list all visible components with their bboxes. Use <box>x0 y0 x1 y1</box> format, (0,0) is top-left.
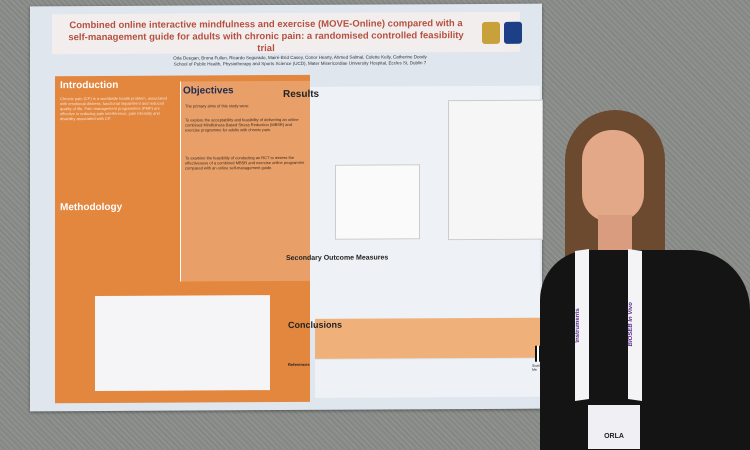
consort-flow-diagram <box>448 99 543 241</box>
research-poster: Combined online interactive mindfulness … <box>30 3 560 412</box>
introduction-text: Chronic pain (CP) is a worldwide health … <box>60 95 167 122</box>
poster-title: Combined online interactive mindfulness … <box>68 18 464 55</box>
face <box>582 130 644 222</box>
poster-title-bar: Combined online interactive mindfulness … <box>52 11 520 55</box>
results-heading: Results <box>283 88 320 101</box>
results-table-figure <box>335 164 420 240</box>
references-box <box>315 358 560 398</box>
secondary-outcomes-heading: Secondary Outcome Measures <box>286 254 389 262</box>
outcome-table <box>95 295 270 392</box>
objectives-box <box>180 80 310 282</box>
lanyard-left: Instruments <box>575 249 589 401</box>
conclusions-box <box>315 317 560 359</box>
objective-1: To explore the acceptability and feasibi… <box>185 116 299 133</box>
lanyard-right: BIOSEB In Vivo <box>628 249 642 401</box>
references-heading: References <box>288 361 310 367</box>
affiliation: School of Public Health, Physiotherapy a… <box>173 60 427 67</box>
objective-2: To examine the feasibility of conducting… <box>185 154 305 171</box>
black-shirt <box>540 250 750 450</box>
poster-authors: Orla Deegan, Brona Fullen, Ricardo Segur… <box>140 54 460 68</box>
university-crest-logo <box>482 21 500 44</box>
conclusions-heading: Conclusions <box>288 319 343 330</box>
ucd-logo <box>504 21 522 44</box>
objectives-heading: Objectives <box>183 85 234 97</box>
name-badge: ORLA <box>588 405 640 449</box>
presenter-person: Instruments BIOSEB In Vivo ORLA <box>540 110 750 450</box>
introduction-heading: Introduction <box>60 79 119 92</box>
objectives-lead: The primary aims of this study were: <box>185 103 250 109</box>
methodology-heading: Methodology <box>60 201 123 214</box>
